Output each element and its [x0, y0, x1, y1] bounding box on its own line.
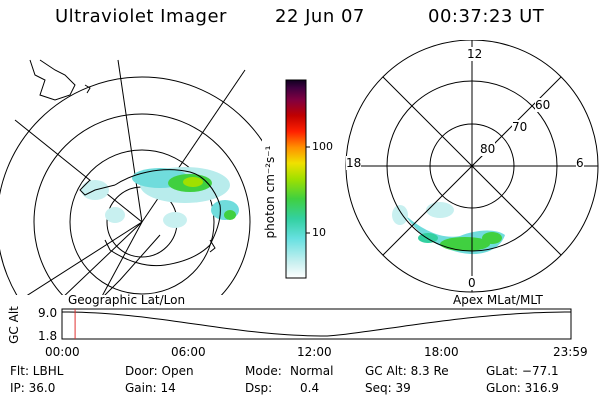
mlt-label-0: 0: [468, 276, 476, 290]
altitude-curve: [62, 311, 571, 337]
magnetic-map: [345, 40, 599, 293]
gain-label: Gain: 14: [125, 381, 176, 395]
door-label: Door: Open: [125, 364, 194, 378]
lat-ring: [33, 113, 251, 295]
coastline: [29, 59, 221, 295]
mode-label: Mode:: [245, 364, 282, 378]
glon-label: GLon: 316.9: [486, 381, 559, 395]
magnetic-caption: Apex MLat/MLT: [453, 293, 543, 307]
meridian: [64, 221, 143, 295]
colorbar-tick-100: 100: [312, 140, 333, 153]
lat-ring: [69, 149, 215, 295]
mlat-label-60: 60: [535, 98, 551, 112]
geographic-caption: Geographic Lat/Lon: [68, 293, 186, 307]
timeline-xtick-3: 18:00: [424, 345, 459, 359]
timeline-xtick-2: 12:00: [297, 345, 332, 359]
colorbar-tick-10: 10: [312, 226, 326, 239]
mlt-label-18: 18: [346, 156, 362, 170]
dsp-label: Dsp:: [245, 381, 273, 395]
time-label: 00:37:23 UT: [428, 6, 545, 27]
timeline-ytick-min: 1.8: [38, 329, 58, 343]
dsp-value: 0.4: [300, 381, 320, 395]
mlt-label-6: 6: [576, 156, 584, 170]
colorbar-gradient: [285, 79, 307, 279]
meridian: [14, 119, 143, 223]
timeline-plot: [61, 308, 572, 340]
meridian: [117, 59, 143, 223]
filter-label: Flt: LBHL: [10, 364, 64, 378]
mlt-label-12: 12: [467, 47, 483, 61]
timeline-xtick-1: 06:00: [171, 345, 206, 359]
seq-label: Seq: 39: [365, 381, 411, 395]
colorbar: [285, 79, 310, 279]
glat-label: GLat: −77.1: [486, 364, 559, 378]
timeline-xtick-0: 00:00: [45, 345, 80, 359]
lat-ring: [0, 76, 262, 295]
mlat-label-80: 80: [480, 142, 496, 156]
timeline-xtick-4: 23:59: [553, 345, 588, 359]
date-label: 22 Jun 07: [275, 6, 365, 27]
colorbar-label: photon cm⁻²s⁻¹: [263, 145, 277, 239]
meridian: [102, 221, 143, 295]
meridian: [26, 221, 143, 295]
mlt-line: [382, 76, 562, 256]
gc-alt-label: GC Alt: 8.3 Re: [365, 364, 449, 378]
aurora-emission-mag: [392, 202, 505, 255]
timeline-ytick-max: 9.0: [38, 306, 58, 320]
instrument-title: Ultraviolet Imager: [55, 6, 227, 27]
geographic-map: [0, 59, 262, 295]
timeline-frame: [61, 308, 572, 340]
ip-label: IP: 36.0: [10, 381, 56, 395]
mode-value: Normal: [290, 364, 334, 378]
mlat-label-70: 70: [512, 120, 528, 134]
aurora-emission-geo: [81, 167, 239, 228]
